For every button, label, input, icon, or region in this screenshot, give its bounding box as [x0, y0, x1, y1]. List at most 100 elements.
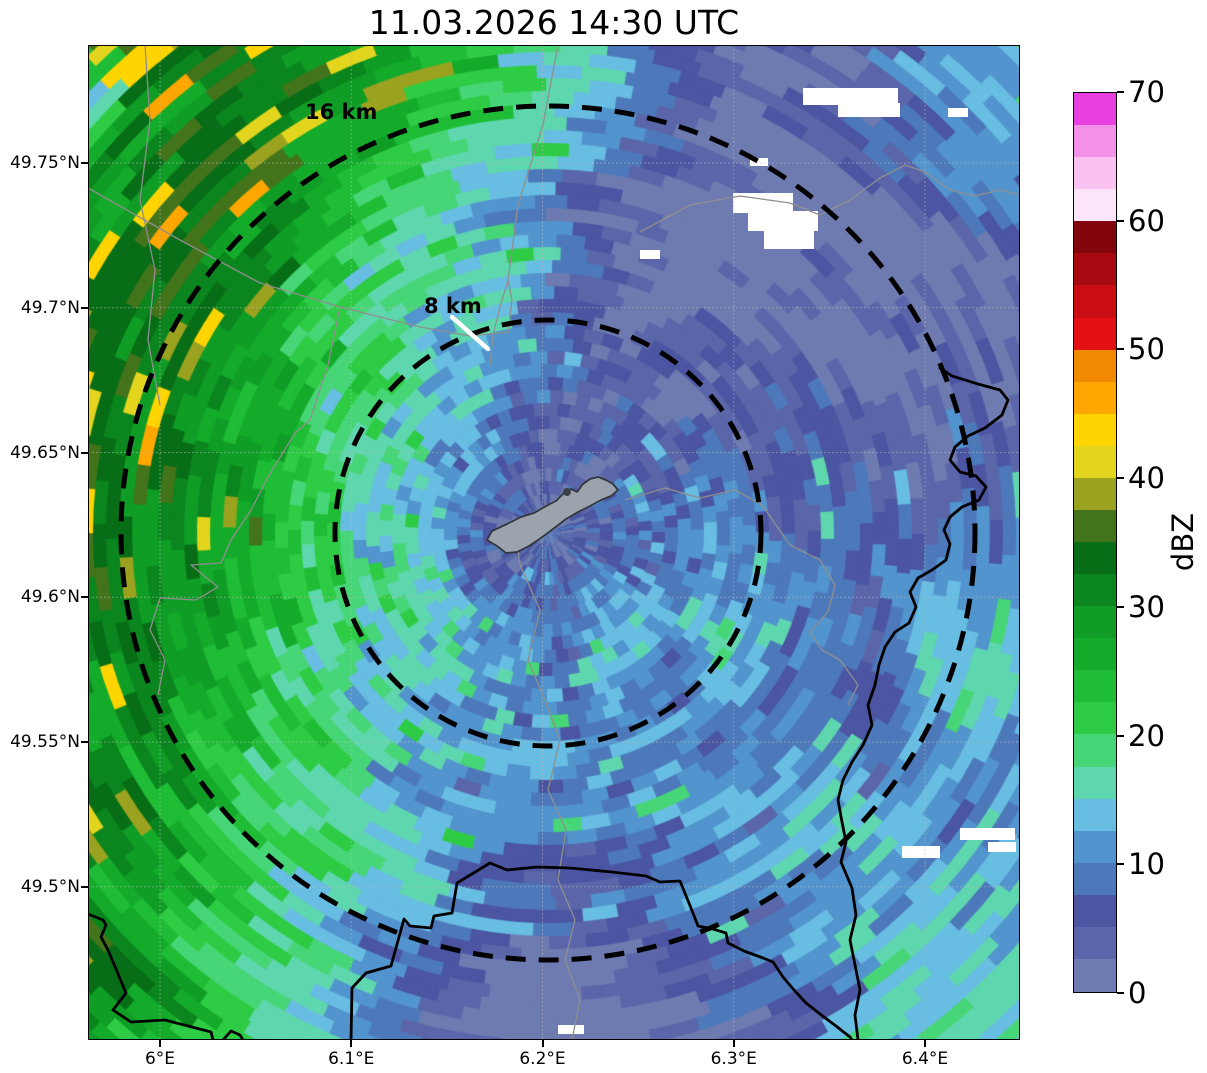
colorbar-tick-mark	[1117, 734, 1124, 737]
country-border-line	[221, 1029, 245, 1040]
colorbar-segment	[1074, 894, 1116, 928]
nodata-patch	[803, 88, 898, 105]
colorbar-tick-label: 50	[1128, 332, 1165, 367]
colorbar-segment	[1074, 381, 1116, 415]
x-tick-mark	[732, 1040, 735, 1047]
country-border-line	[349, 861, 854, 1040]
radar-site-marker	[563, 488, 571, 496]
nodata-patch	[902, 846, 940, 858]
nodata-patch	[960, 828, 1015, 840]
colorbar-segment	[1074, 638, 1116, 671]
nodata-patch	[640, 250, 660, 259]
country-border-line	[836, 366, 1010, 1040]
colorbar-segment	[1074, 766, 1116, 800]
colorbar-segment	[1074, 926, 1116, 960]
x-tick-mark	[541, 1040, 544, 1047]
colorbar-segment	[1074, 509, 1116, 543]
colorbar-segment	[1074, 958, 1116, 992]
range-ring-pointer-line	[449, 314, 491, 352]
map-plot: 8 km 16 km	[88, 45, 1020, 1040]
colorbar-tick-label: 60	[1128, 203, 1165, 238]
colorbar-segment	[1074, 798, 1116, 832]
colorbar-tick-mark	[1117, 605, 1124, 608]
range-ring-16km	[118, 103, 978, 963]
x-tick-label: 6.1°E	[328, 1049, 375, 1069]
y-tick-mark	[81, 306, 88, 309]
colorbar-segment	[1074, 125, 1116, 158]
x-tick-label: 6.3°E	[710, 1049, 757, 1069]
colorbar-tick-label: 0	[1128, 976, 1147, 1010]
y-tick-label: 49.6°N	[20, 587, 80, 608]
colorbar-tick-label: 10	[1128, 847, 1165, 882]
admin-boundary-line	[149, 306, 341, 696]
admin-boundary-line	[139, 45, 161, 406]
x-tick-label: 6.2°E	[519, 1049, 566, 1069]
city-boundary-polygon	[486, 476, 619, 554]
radar-field-canvas	[88, 45, 1020, 1040]
nodata-patch	[748, 211, 818, 231]
y-tick-label: 49.5°N	[20, 876, 80, 897]
y-tick-label: 49.7°N	[20, 297, 80, 318]
colorbar-tick-mark	[1117, 219, 1124, 222]
nodata-patch	[733, 193, 793, 213]
colorbar-segment	[1074, 670, 1116, 703]
colorbar-tick-mark	[1117, 992, 1124, 994]
figure-title: 11.03.2026 14:30 UTC	[368, 3, 740, 42]
admin-boundary-line	[517, 549, 581, 1040]
y-tick-label: 49.55°N	[10, 732, 80, 752]
y-tick-mark	[81, 162, 88, 164]
colorbar-tick-label: 30	[1128, 589, 1165, 624]
colorbar-segment	[1074, 574, 1116, 607]
colorbar-tick-mark	[1117, 348, 1124, 351]
colorbar-segment	[1074, 285, 1116, 319]
colorbar-tick-mark	[1117, 91, 1124, 93]
colorbar-segment	[1074, 862, 1116, 896]
y-tick-mark	[81, 596, 88, 599]
range-ring-label-8km: 8 km	[424, 294, 482, 318]
range-ring-label-16km: 16 km	[305, 100, 377, 124]
colorbar-segment	[1074, 221, 1116, 254]
x-tick-mark	[924, 1040, 926, 1047]
colorbar-axis-label: dBZ	[1166, 512, 1200, 572]
colorbar-tick-mark	[1117, 863, 1124, 866]
colorbar-segment	[1074, 253, 1116, 286]
x-tick-label: 6°E	[144, 1049, 176, 1069]
y-tick-label: 49.75°N	[10, 153, 80, 173]
y-tick-mark	[81, 885, 88, 888]
colorbar-segment	[1074, 413, 1116, 447]
nodata-patch	[750, 158, 768, 166]
colorbar-tick-label: 40	[1128, 461, 1165, 496]
colorbar-segment	[1074, 189, 1116, 222]
y-tick-label: 49.65°N	[10, 442, 80, 463]
admin-boundary-line	[624, 487, 859, 706]
colorbar-tick-label: 20	[1128, 718, 1165, 753]
x-tick-mark	[159, 1040, 161, 1047]
colorbar-tick-mark	[1117, 477, 1124, 480]
colorbar-segment	[1074, 93, 1116, 126]
colorbar-segment	[1074, 702, 1116, 735]
colorbar	[1073, 92, 1117, 993]
nodata-patch	[988, 842, 1016, 852]
nodata-patch	[948, 108, 968, 117]
colorbar-segment	[1074, 542, 1116, 575]
admin-boundary-line	[489, 45, 559, 366]
colorbar-segment	[1074, 606, 1116, 639]
colorbar-segment	[1074, 349, 1116, 383]
colorbar-segment	[1074, 157, 1116, 190]
colorbar-segment	[1074, 317, 1116, 351]
colorbar-tick-label: 70	[1128, 75, 1165, 109]
admin-boundary-line	[88, 187, 513, 337]
country-border-line	[88, 912, 215, 1040]
colorbar-segment	[1074, 734, 1116, 768]
range-ring-8km	[332, 317, 764, 749]
x-tick-mark	[350, 1040, 353, 1047]
nodata-patch	[558, 1025, 584, 1034]
x-tick-label: 6.4°E	[901, 1049, 949, 1069]
colorbar-segment	[1074, 830, 1116, 864]
map-overlay: 8 km 16 km	[88, 45, 1020, 1040]
nodata-patch	[838, 103, 900, 117]
y-tick-mark	[81, 451, 88, 454]
y-tick-mark	[81, 741, 88, 743]
colorbar-segment	[1074, 445, 1116, 479]
